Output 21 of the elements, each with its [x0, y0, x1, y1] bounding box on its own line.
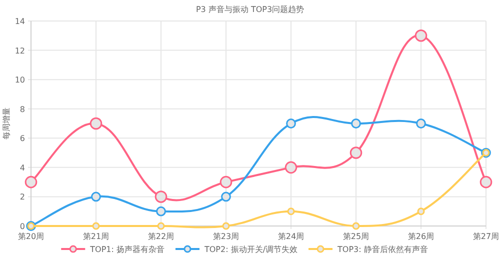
- y-tick-label: 6: [20, 134, 25, 144]
- title: P3 声音与振动 TOP3问题趋势: [196, 5, 304, 14]
- x-tick-label: 第23周: [212, 232, 240, 241]
- y-tick-label: 0: [20, 222, 25, 231]
- ylabel: 每周增量: [2, 108, 11, 140]
- x-tick-label: 第25周: [342, 232, 370, 241]
- x-tick-label: 第27周: [472, 232, 500, 241]
- y-tick-label: 14: [14, 17, 25, 26]
- x-tick-label: 第26周: [408, 232, 434, 241]
- legend-label: TOP1: 扬声器有杂音: [89, 245, 164, 254]
- y-tick-label: 12: [14, 46, 25, 56]
- y-tick-label: 4: [20, 163, 25, 172]
- y-tick-label: 10: [14, 76, 25, 85]
- x-tick-label: 第20周: [18, 232, 44, 241]
- x-tick-label: 第22周: [148, 232, 174, 241]
- legend-label: TOP3: 静音后依然有声音: [336, 245, 428, 254]
- x-tick-label: 第21周: [82, 232, 110, 241]
- x-tick-label: 第24周: [278, 232, 304, 241]
- y-tick-label: 8: [20, 104, 25, 114]
- legend-label: TOP2: 振动开关/调节失效: [203, 245, 298, 254]
- y-tick-label: 2: [20, 192, 25, 202]
